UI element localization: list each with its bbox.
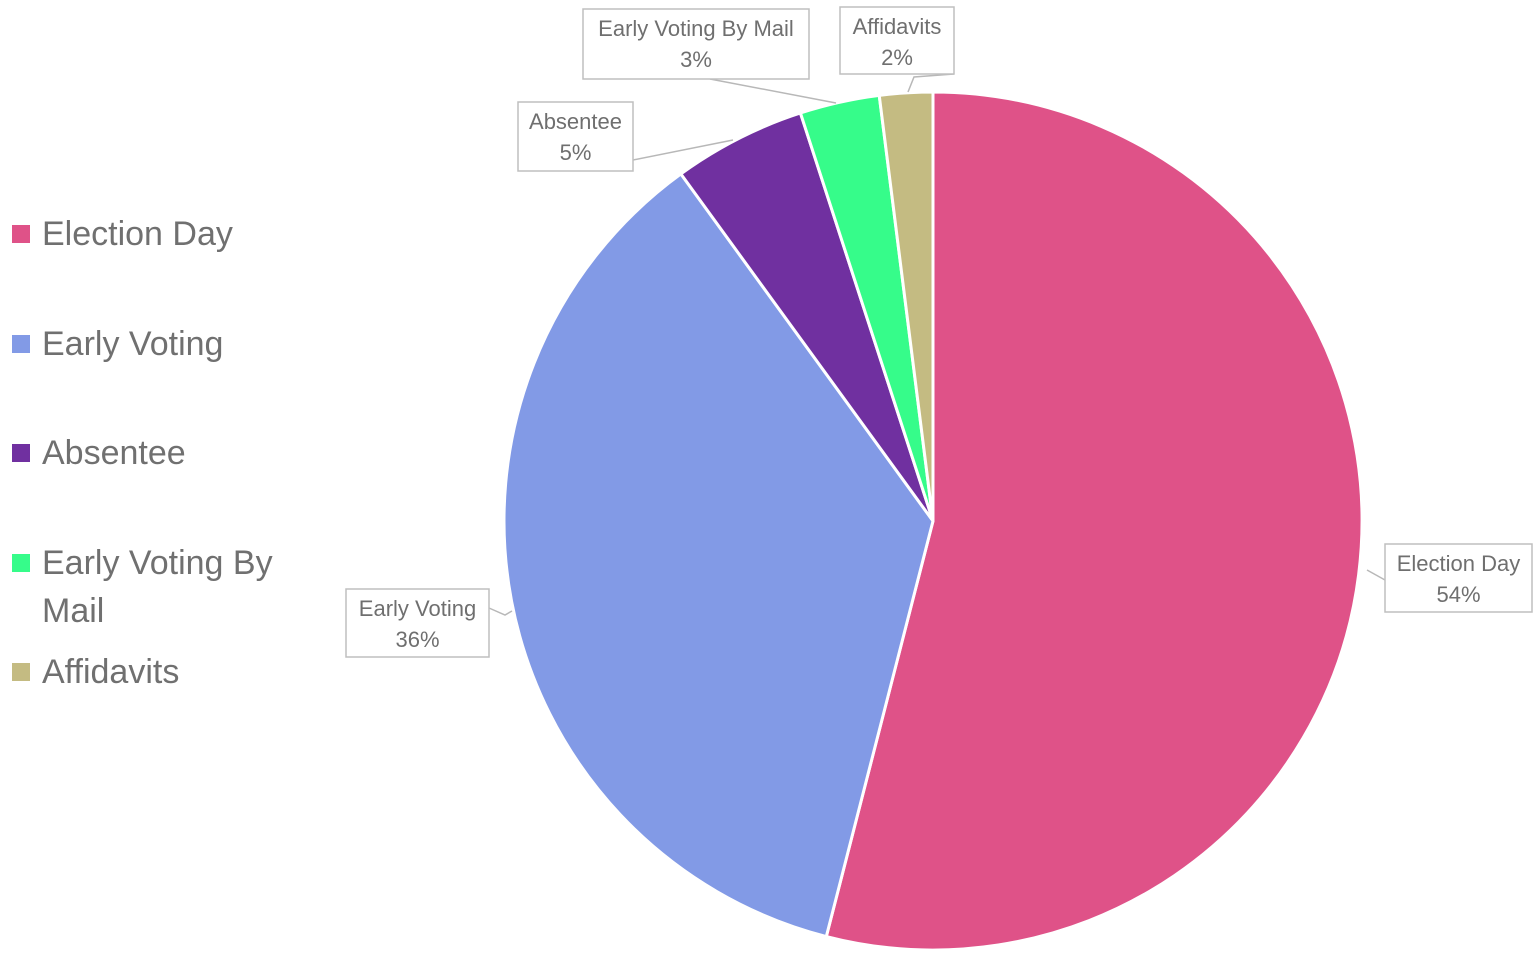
data-labels: Election Day 54% Early Voting 36% Absentee 5%… [345, 6, 1533, 658]
legend-swatch-election-day [12, 225, 30, 243]
legend-label-affidavits: Affidavits [42, 653, 180, 691]
legend-item-affidavits: Affidavits [12, 648, 302, 696]
legend-item-early-voting-by-mail: Early Voting By Mail [12, 539, 302, 635]
data-label-box-early-voting-by-mail [582, 8, 810, 80]
data-label-box-absentee [517, 101, 634, 172]
data-label-value-absentee: 5% [560, 140, 592, 165]
leader-line-affidavits [907, 73, 955, 93]
legend-swatch-absentee [12, 444, 30, 462]
leader-line-election-day [1366, 569, 1386, 581]
pie-slice-election-day [824, 90, 1364, 952]
data-label-box-election-day [1384, 543, 1533, 613]
legend-item-early-voting: Early Voting [12, 320, 302, 368]
legend-label-early-voting-by-mail: Early Voting By Mail [42, 544, 273, 630]
data-label-value-affidavits: 2% [881, 45, 913, 70]
data-label-box-affidavits [839, 6, 955, 75]
legend-item-election-day: Election Day [12, 210, 302, 258]
data-label-election-day: Election Day 54% [1384, 543, 1533, 613]
data-label-name-early-voting: Early Voting [359, 596, 476, 621]
data-label-name-early-voting-by-mail: Early Voting By Mail [598, 16, 794, 41]
legend-swatch-affidavits [12, 663, 30, 681]
pie-slice-early-voting [502, 172, 935, 939]
data-label-value-election-day: 54% [1436, 582, 1480, 607]
data-label-value-early-voting: 36% [395, 627, 439, 652]
legend-label-early-voting: Early Voting [42, 325, 224, 363]
legend-label-absentee: Absentee [42, 434, 186, 472]
legend-swatch-early-voting-by-mail [12, 554, 30, 572]
data-label-affidavits: Affidavits 2% [839, 6, 955, 75]
leader-line-early-voting-by-mail [709, 78, 837, 104]
pie-slice-affidavits [877, 90, 935, 523]
legend-swatch-early-voting [12, 335, 30, 353]
data-label-name-election-day: Election Day [1397, 551, 1521, 576]
data-label-value-early-voting-by-mail: 3% [680, 47, 712, 72]
leader-line-absentee [632, 139, 734, 161]
leader-line-early-voting [488, 607, 513, 616]
legend-item-absentee: Absentee [12, 429, 302, 477]
data-label-absentee: Absentee 5% [517, 101, 634, 172]
label-leader-lines [488, 73, 1386, 616]
pie-slices [502, 90, 1364, 952]
data-label-early-voting: Early Voting 36% [345, 588, 490, 658]
data-label-early-voting-by-mail: Early Voting By Mail 3% [582, 8, 810, 80]
legend-label-election-day: Election Day [42, 215, 233, 253]
data-label-name-affidavits: Affidavits [853, 14, 942, 39]
data-label-box-early-voting [345, 588, 490, 658]
data-label-name-absentee: Absentee [529, 109, 622, 134]
